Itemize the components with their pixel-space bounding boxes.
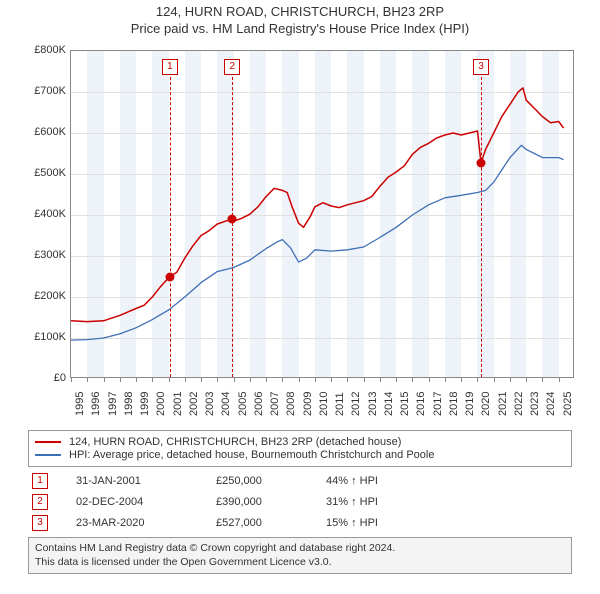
x-tick-label: 2021 bbox=[497, 392, 509, 416]
series-svg bbox=[71, 51, 575, 379]
legend-swatch bbox=[35, 454, 61, 456]
event-diff: 44% ↑ HPI bbox=[326, 475, 378, 487]
legend-label: HPI: Average price, detached house, Bour… bbox=[69, 449, 434, 461]
x-tick-label: 2003 bbox=[204, 392, 216, 416]
x-tick-label: 1997 bbox=[107, 392, 119, 416]
event-date: 02-DEC-2004 bbox=[76, 496, 216, 508]
x-tick-label: 2017 bbox=[432, 392, 444, 416]
x-tick-label: 1996 bbox=[90, 392, 102, 416]
legend-label: 124, HURN ROAD, CHRISTCHURCH, BH23 2RP (… bbox=[69, 436, 401, 448]
footer-line-2: This data is licensed under the Open Gov… bbox=[35, 556, 565, 570]
x-tick-label: 2009 bbox=[302, 392, 314, 416]
x-tick-label: 2024 bbox=[545, 392, 557, 416]
x-tick-label: 2016 bbox=[415, 392, 427, 416]
x-tick-label: 2014 bbox=[383, 392, 395, 416]
chart-title-2: Price paid vs. HM Land Registry's House … bbox=[0, 21, 600, 36]
x-tick-label: 2020 bbox=[480, 392, 492, 416]
plot-area: 123 bbox=[70, 50, 574, 378]
x-tick-label: 1999 bbox=[139, 392, 151, 416]
event-price: £390,000 bbox=[216, 496, 326, 508]
legend-swatch bbox=[35, 441, 61, 443]
x-tick-label: 2007 bbox=[269, 392, 281, 416]
y-tick-label: £300K bbox=[20, 249, 66, 261]
y-tick-label: £0 bbox=[20, 372, 66, 384]
attribution-footer: Contains HM Land Registry data © Crown c… bbox=[28, 537, 572, 574]
event-price: £527,000 bbox=[216, 517, 326, 529]
y-tick-label: £600K bbox=[20, 126, 66, 138]
event-date: 31-JAN-2001 bbox=[76, 475, 216, 487]
x-tick-label: 2018 bbox=[448, 392, 460, 416]
event-row: 3 23-MAR-2020£527,00015% ↑ HPI bbox=[28, 515, 572, 531]
event-row-marker: 2 bbox=[32, 494, 48, 510]
event-row: 1 31-JAN-2001£250,00044% ↑ HPI bbox=[28, 473, 572, 489]
x-tick-label: 2019 bbox=[464, 392, 476, 416]
y-tick-label: £500K bbox=[20, 167, 66, 179]
x-tick-label: 2005 bbox=[237, 392, 249, 416]
x-tick-label: 2001 bbox=[172, 392, 184, 416]
legend-item: HPI: Average price, detached house, Bour… bbox=[35, 449, 565, 461]
x-tick-label: 2015 bbox=[399, 392, 411, 416]
x-tick-label: 1998 bbox=[123, 392, 135, 416]
chart: 123 £0 £100K £200K £300K £400K £500K £600K £700… bbox=[20, 44, 580, 424]
x-tick-label: 2025 bbox=[562, 392, 574, 416]
x-tick-label: 2023 bbox=[529, 392, 541, 416]
y-tick-label: £700K bbox=[20, 85, 66, 97]
y-tick-label: £100K bbox=[20, 331, 66, 343]
legend-item: 124, HURN ROAD, CHRISTCHURCH, BH23 2RP (… bbox=[35, 436, 565, 448]
chart-title-1: 124, HURN ROAD, CHRISTCHURCH, BH23 2RP bbox=[0, 4, 600, 19]
y-tick-label: £800K bbox=[20, 44, 66, 56]
x-tick-label: 2010 bbox=[318, 392, 330, 416]
x-tick-label: 2002 bbox=[188, 392, 200, 416]
event-diff: 31% ↑ HPI bbox=[326, 496, 378, 508]
x-tick-label: 2008 bbox=[285, 392, 297, 416]
y-tick-label: £200K bbox=[20, 290, 66, 302]
event-price: £250,000 bbox=[216, 475, 326, 487]
x-tick-label: 1995 bbox=[74, 392, 86, 416]
x-tick-label: 2013 bbox=[367, 392, 379, 416]
event-date: 23-MAR-2020 bbox=[76, 517, 216, 529]
series-line bbox=[71, 88, 564, 322]
series-line bbox=[71, 145, 564, 340]
event-diff: 15% ↑ HPI bbox=[326, 517, 378, 529]
event-row: 2 02-DEC-2004£390,00031% ↑ HPI bbox=[28, 494, 572, 510]
events-table: 1 31-JAN-2001£250,00044% ↑ HPI 2 02-DEC-200… bbox=[28, 473, 572, 531]
x-tick-label: 2012 bbox=[350, 392, 362, 416]
footer-line-1: Contains HM Land Registry data © Crown c… bbox=[35, 542, 565, 556]
event-row-marker: 3 bbox=[32, 515, 48, 531]
x-tick-label: 2000 bbox=[155, 392, 167, 416]
y-tick-label: £400K bbox=[20, 208, 66, 220]
x-tick-label: 2004 bbox=[220, 392, 232, 416]
x-tick-label: 2011 bbox=[334, 392, 346, 416]
x-tick-label: 2022 bbox=[513, 392, 525, 416]
event-row-marker: 1 bbox=[32, 473, 48, 489]
legend: 124, HURN ROAD, CHRISTCHURCH, BH23 2RP (… bbox=[28, 430, 572, 467]
x-tick-label: 2006 bbox=[253, 392, 265, 416]
